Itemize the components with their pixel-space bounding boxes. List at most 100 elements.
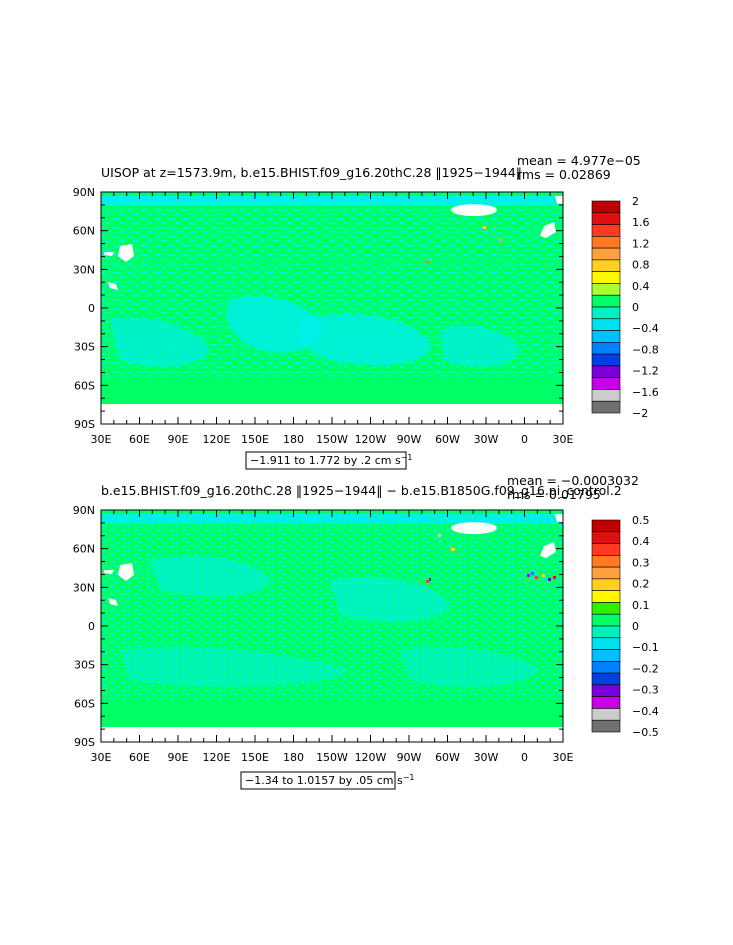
colorbar-swatch <box>591 708 621 721</box>
colorbar-swatch <box>591 212 621 225</box>
lat-tick-label: 30N <box>73 263 95 276</box>
lat-tick-label: 60N <box>73 225 95 238</box>
colorbar-swatch <box>591 543 621 556</box>
lat-labels: 90N 60N 30N 0 30S 60S 90S <box>73 186 95 431</box>
colorbar-swatch <box>591 590 621 603</box>
colorbar-label: 0.5 <box>632 514 650 527</box>
lat-tick-label: 90S <box>74 418 95 431</box>
mean-label: mean = 4.977e−05 <box>517 153 641 168</box>
lon-tick-label: 30E <box>91 751 112 764</box>
lon-tick-label: 0 <box>521 433 528 446</box>
colorbar-swatch <box>591 613 621 627</box>
colorbar-swatch <box>591 531 621 544</box>
lon-tick-label: 90W <box>397 751 422 764</box>
colorbar-swatch <box>591 330 621 343</box>
info-box: −1.911 to 1.772 by .2 cm s−1 <box>245 451 413 470</box>
lon-tick-label: 60W <box>435 433 460 446</box>
colorbar-swatch <box>591 353 621 367</box>
map-field <box>101 192 563 410</box>
lon-tick-label: 150E <box>241 751 269 764</box>
colorbar-swatch <box>591 365 621 378</box>
lon-tick-label: 60W <box>435 751 460 764</box>
lat-tick-label: 30S <box>74 341 95 354</box>
lat-tick-label: 30N <box>73 581 95 594</box>
colorbar: 0.5 0.4 0.3 0.2 0.1 0 −0.1 −0.2 −0.3 −0.4 −0.5 <box>591 514 659 739</box>
lon-tick-label: 120W <box>355 433 387 446</box>
colorbar-swatch <box>591 696 621 709</box>
lon-tick-label: 30W <box>474 433 499 446</box>
colorbar-swatch <box>591 602 621 615</box>
colorbar-swatch <box>591 200 621 214</box>
svg-text:−1.911 to 1.772 by .2 cm s−1: −1.911 to 1.772 by .2 cm s−1 <box>250 453 413 467</box>
lon-labels: 30E 60E 90E 120E 150E 180 150W 120W 90W 60W 30W 0 30… <box>91 433 574 446</box>
colorbar-swatch <box>591 224 621 237</box>
panel-bottom: b.e15.BHIST.f09_g16.20thC.28 ‖1925−1944‖… <box>73 473 659 790</box>
lon-tick-label: 30E <box>553 433 574 446</box>
colorbar-swatch <box>591 661 621 674</box>
colorbar-swatch <box>591 719 621 733</box>
colorbar-swatch <box>591 684 621 697</box>
colorbar-label: 0.4 <box>632 535 650 548</box>
axis-ticks <box>100 191 564 425</box>
lon-tick-label: 30E <box>553 751 574 764</box>
lon-tick-label: 90E <box>168 433 189 446</box>
colorbar-swatch <box>591 377 621 390</box>
colorbar-swatch <box>591 578 621 591</box>
lon-tick-label: 120W <box>355 751 387 764</box>
colorbar-label: 0.1 <box>632 599 650 612</box>
rms-label: rms = 0.01795 <box>507 487 601 502</box>
lat-tick-label: 90N <box>73 504 95 517</box>
colorbar-label: −0.3 <box>632 684 659 697</box>
lon-tick-label: 150W <box>316 751 348 764</box>
panel-title: UISOP at z=1573.9m, b.e15.BHIST.f09_g16.… <box>101 165 522 180</box>
colorbar-swatch <box>591 247 621 261</box>
colorbar-label: 0 <box>632 620 639 633</box>
colorbar-swatch <box>591 283 621 296</box>
lon-tick-label: 60E <box>129 751 150 764</box>
colorbar-label: −1.6 <box>632 386 659 399</box>
colorbar-label: 0.8 <box>632 259 650 272</box>
lon-tick-label: 90E <box>168 751 189 764</box>
lon-tick-label: 60E <box>129 433 150 446</box>
map-field <box>101 510 563 727</box>
lon-tick-label: 150W <box>316 433 348 446</box>
colorbar-swatch <box>591 271 621 284</box>
lon-tick-label: 180 <box>283 751 304 764</box>
colorbar-swatch <box>591 318 621 331</box>
axis-ticks <box>100 509 564 743</box>
colorbar-label: 2 <box>632 195 639 208</box>
colorbar-label: 1.6 <box>632 216 650 229</box>
colorbar-swatch <box>591 649 621 662</box>
svg-text:−1.34 to 1.0157 by .05 cm s−1: −1.34 to 1.0157 by .05 cm s−1 <box>245 773 415 787</box>
colorbar-label: −0.2 <box>632 662 659 675</box>
colorbar-label: −0.4 <box>632 705 659 718</box>
lat-tick-label: 0 <box>88 302 95 315</box>
colorbar-label: 1.2 <box>632 237 650 250</box>
colorbar-swatch <box>591 389 621 402</box>
colorbar-swatch <box>591 342 621 355</box>
lat-tick-label: 90S <box>74 736 95 749</box>
info-box: −1.34 to 1.0157 by .05 cm s−1 <box>240 771 415 790</box>
lon-tick-label: 120E <box>203 751 231 764</box>
lon-tick-label: 30E <box>91 433 112 446</box>
colorbar-swatch <box>591 294 621 308</box>
colorbar-swatch <box>591 625 621 639</box>
lat-tick-label: 90N <box>73 186 95 199</box>
lon-labels: 30E 60E 90E 120E 150E 180 150W 120W 90W 60W 30W 0 30… <box>91 751 574 764</box>
colorbar-label: −0.1 <box>632 641 659 654</box>
lon-tick-label: 90W <box>397 433 422 446</box>
lon-tick-label: 0 <box>521 751 528 764</box>
colorbar-swatch <box>591 566 621 580</box>
lon-tick-label: 150E <box>241 433 269 446</box>
rms-label: rms = 0.02869 <box>517 167 611 182</box>
lat-tick-label: 60S <box>74 697 95 710</box>
colorbar-swatch <box>591 519 621 533</box>
colorbar-label: −0.5 <box>632 726 659 739</box>
colorbar-label: −0.8 <box>632 343 659 356</box>
lat-tick-label: 60S <box>74 379 95 392</box>
panel-top: UISOP at z=1573.9m, b.e15.BHIST.f09_g16.… <box>73 153 659 470</box>
colorbar-swatch <box>591 672 621 686</box>
colorbar-label: 0.4 <box>632 280 650 293</box>
mean-label: mean = −0.0003032 <box>507 473 639 488</box>
